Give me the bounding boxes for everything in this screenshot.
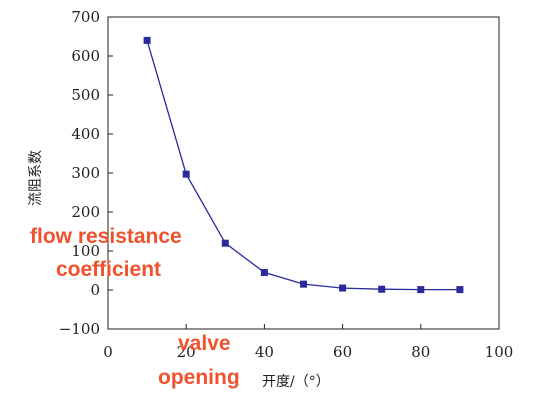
- y-tick-label: 600: [71, 47, 100, 65]
- data-point-marker: [143, 36, 151, 44]
- data-point-marker: [456, 286, 464, 294]
- annotation-flow-resistance: flow resistance: [30, 225, 182, 248]
- y-tick-label: −100: [59, 320, 100, 338]
- data-point-marker: [417, 286, 425, 294]
- y-tick-label: 500: [71, 86, 100, 104]
- y-axis-title: 流阻系数: [28, 150, 44, 206]
- y-tick-label: 0: [90, 281, 100, 299]
- data-point-marker: [339, 284, 347, 292]
- annotation-coefficient: coefficient: [56, 258, 162, 281]
- data-point-marker: [378, 285, 386, 293]
- x-tick-label: 80: [411, 343, 430, 361]
- x-axis: 0 20 40 60 80 100: [103, 324, 513, 361]
- series-markers: [143, 36, 464, 294]
- y-axis: −100 0 100 200 300 400 500 600 700: [59, 8, 113, 338]
- x-tick-label: 0: [103, 343, 113, 361]
- annotation-valve: valve: [178, 332, 231, 355]
- x-tick-label: 100: [485, 343, 514, 361]
- y-tick-label: 700: [71, 8, 100, 26]
- data-point-marker: [260, 268, 268, 276]
- annotation-opening: opening: [158, 366, 240, 389]
- data-point-marker: [182, 170, 190, 178]
- y-tick-label: 400: [71, 125, 100, 143]
- x-tick-label: 40: [255, 343, 274, 361]
- y-tick-label: 100: [71, 242, 100, 260]
- x-tick-label: 60: [333, 343, 352, 361]
- series-line: [146, 40, 460, 291]
- x-axis-title: 开度/（°）: [262, 374, 330, 390]
- data-point-marker: [300, 280, 307, 288]
- x-tick-label: 20: [177, 343, 196, 361]
- y-tick-label: 200: [71, 203, 100, 221]
- data-point-marker: [221, 239, 229, 247]
- y-tick-label: 300: [71, 164, 100, 182]
